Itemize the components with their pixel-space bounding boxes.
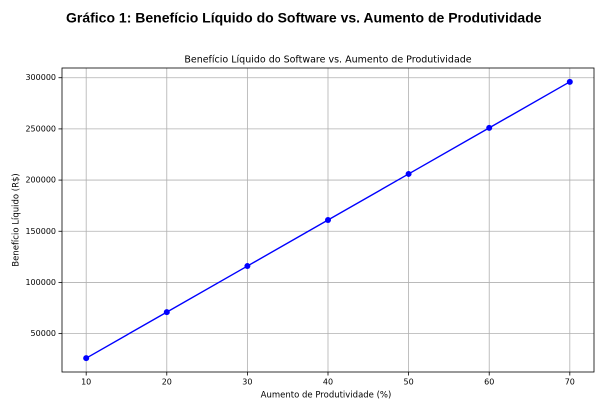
x-tick-label: 50	[404, 378, 414, 387]
data-point	[244, 263, 251, 270]
data-point	[83, 355, 90, 362]
y-tick-label: 250000	[25, 124, 56, 133]
x-tick-label: 30	[242, 378, 252, 387]
x-tick-label: 70	[565, 378, 575, 387]
x-tick-label: 60	[484, 378, 494, 387]
x-axis-label: Aumento de Produtividade (%)	[261, 391, 392, 401]
y-tick-label: 150000	[25, 227, 56, 236]
plot-frame	[61, 67, 595, 373]
page-heading: Gráfico 1: Benefício Líquido do Software…	[66, 10, 542, 26]
data-point	[486, 124, 493, 131]
data-point	[405, 170, 412, 177]
chart-title: Benefício Líquido do Software vs. Aument…	[184, 55, 471, 66]
y-tick-label: 50000	[31, 329, 56, 338]
data-point	[325, 217, 331, 223]
x-tick-label: 20	[162, 378, 172, 387]
y-tick-label: 300000	[25, 73, 56, 82]
y-tick-label: 100000	[25, 278, 56, 287]
y-tick-label: 200000	[25, 176, 56, 185]
x-tick-label: 40	[323, 378, 333, 387]
x-tick-label: 10	[81, 378, 91, 387]
y-axis-label: Benefício Líquido (R$)	[12, 173, 22, 266]
data-point	[566, 78, 573, 85]
data-point	[163, 309, 170, 316]
